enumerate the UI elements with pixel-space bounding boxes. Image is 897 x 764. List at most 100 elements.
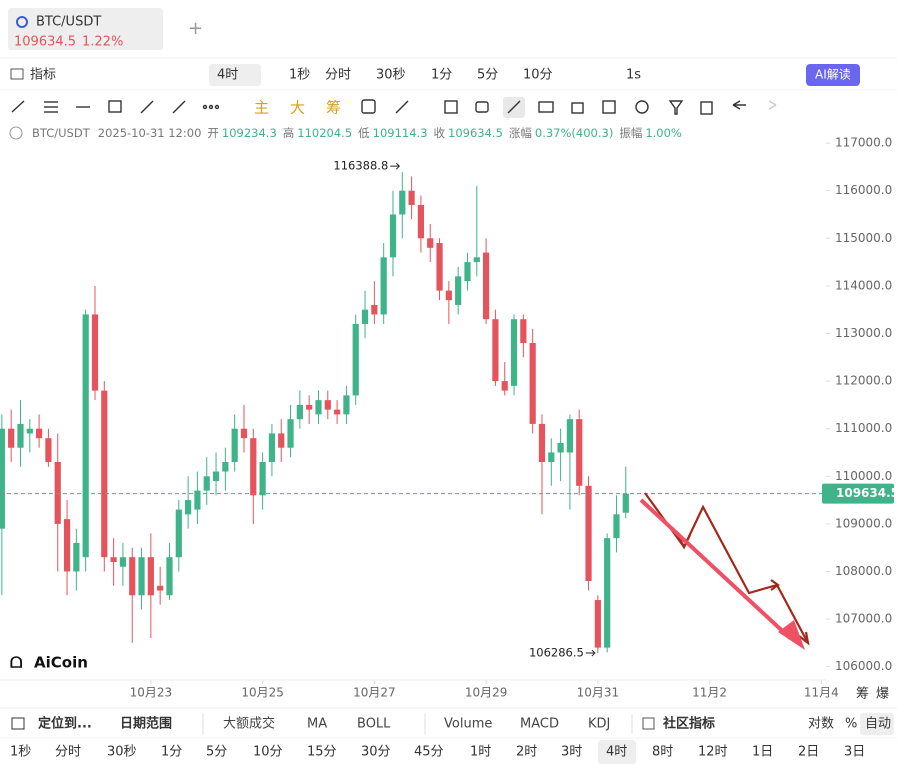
- candle-body: [222, 462, 229, 472]
- period-option[interactable]: 1分: [161, 745, 182, 760]
- hand-arrowhead: [677, 534, 810, 646]
- info-label: 高: [283, 126, 295, 140]
- indicator-option[interactable]: 大额成交: [223, 716, 275, 732]
- indicator-option[interactable]: MACD: [520, 717, 559, 732]
- period-option[interactable]: 4时: [606, 745, 627, 760]
- interval-option[interactable]: 5分: [477, 68, 498, 83]
- indicator-option[interactable]: Volume: [444, 717, 492, 732]
- candle-body: [492, 319, 499, 382]
- draw-tool: 主: [254, 99, 269, 117]
- candle-body: [110, 557, 117, 562]
- interval-option[interactable]: 10分: [523, 68, 553, 83]
- candle-body: [306, 404, 313, 410]
- period-option[interactable]: 2日: [798, 745, 819, 760]
- add-tab[interactable]: +: [188, 18, 203, 39]
- candle-body: [175, 509, 182, 558]
- collapse-icon[interactable]: [9, 126, 23, 140]
- period-option[interactable]: 12时: [698, 745, 728, 760]
- candle-body: [26, 428, 33, 434]
- axis-extra[interactable]: 爆: [876, 687, 889, 702]
- tab-icon: [16, 16, 28, 28]
- period-option[interactable]: 2时: [516, 745, 537, 760]
- info-bar: BTC/USDT 2025-10-31 12:00 开 109234.3 高 110204…: [32, 126, 682, 140]
- y-tick-label: 117000.0: [835, 136, 892, 150]
- logo-mark: ᗝ: [10, 654, 22, 672]
- auto-box[interactable]: [860, 713, 894, 735]
- indicator-button[interactable]: 指标: [30, 68, 56, 83]
- period-option[interactable]: 分时: [55, 745, 81, 760]
- y-tick-label: 111000.0: [835, 421, 892, 435]
- interval-option[interactable]: 1分: [431, 68, 452, 83]
- info-value: 0.37%(400.3): [535, 126, 613, 140]
- candle-body: [436, 243, 443, 291]
- period-option[interactable]: 8时: [652, 745, 673, 760]
- locate-button[interactable]: 定位到...: [37, 716, 92, 732]
- candle-body: [54, 462, 61, 524]
- candle-body: [278, 433, 285, 448]
- ai-box[interactable]: [806, 64, 860, 86]
- candle-body: [185, 500, 192, 515]
- period-option[interactable]: 3时: [561, 745, 582, 760]
- candle-body: [8, 428, 15, 448]
- min-label: 106286.5: [529, 646, 584, 660]
- symbol-tab[interactable]: [8, 8, 163, 50]
- interval-option[interactable]: 1秒: [289, 68, 310, 83]
- period-option[interactable]: 30分: [361, 745, 391, 760]
- axis-extra[interactable]: 筹: [856, 686, 869, 702]
- x-tick-label: 10月31: [577, 686, 620, 700]
- period-option[interactable]: 1秒: [10, 745, 31, 760]
- candle-body: [157, 585, 164, 591]
- speed[interactable]: 1s: [626, 68, 641, 83]
- indicator-option[interactable]: KDJ: [588, 717, 610, 732]
- period-option[interactable]: 1日: [752, 745, 773, 760]
- period-highlight: [598, 740, 636, 764]
- period-option[interactable]: 10分: [253, 745, 283, 760]
- info-value: 109634.5: [448, 126, 503, 140]
- candle-body: [417, 204, 425, 239]
- interval-button[interactable]: 4时: [217, 68, 238, 83]
- axis-option[interactable]: 对数: [808, 717, 834, 732]
- candle-body: [538, 423, 546, 463]
- period-option[interactable]: 5分: [206, 745, 227, 760]
- period-option[interactable]: 3日: [844, 745, 865, 760]
- trend-arrow: [639, 498, 792, 640]
- period-option[interactable]: 1时: [470, 745, 491, 760]
- candle-body: [380, 257, 387, 315]
- community-button[interactable]: 社区指标: [662, 716, 715, 732]
- info-value: 1.00%: [645, 126, 682, 140]
- candle-body: [371, 304, 378, 315]
- indicator-option[interactable]: MA: [307, 717, 327, 732]
- range-button[interactable]: 日期范围: [120, 716, 172, 732]
- candle-body: [585, 485, 592, 582]
- candle-body: [203, 476, 210, 491]
- y-tick-label: 110000.0: [835, 469, 892, 483]
- candle-body: [445, 290, 452, 301]
- info-value: 110204.5: [297, 126, 352, 140]
- max-label: 116388.8: [333, 159, 388, 173]
- candle-body: [129, 557, 136, 596]
- period-option[interactable]: 30秒: [107, 745, 137, 760]
- candle-body: [464, 262, 471, 282]
- interval-option[interactable]: 30秒: [376, 68, 406, 83]
- interval-box[interactable]: [209, 64, 261, 86]
- indicator-option[interactable]: BOLL: [357, 717, 391, 732]
- x-tick-label: 10月25: [241, 686, 284, 700]
- draw-icons: [11, 97, 777, 118]
- axis-option[interactable]: %: [845, 717, 857, 732]
- x-tick-label: 10月23: [130, 686, 173, 700]
- interval-option[interactable]: 分时: [325, 68, 351, 83]
- candle-body: [194, 490, 201, 510]
- axis-option[interactable]: 自动: [865, 717, 891, 732]
- candle-body: [483, 252, 490, 320]
- draw-tool: 筹: [326, 99, 341, 117]
- candle-body: [138, 557, 145, 596]
- period-option[interactable]: 15分: [307, 745, 337, 760]
- ai-button[interactable]: AI解读: [815, 68, 851, 82]
- period-option[interactable]: 45分: [414, 745, 444, 760]
- candle-body: [427, 238, 434, 248]
- candle-body: [408, 190, 415, 205]
- candle-body: [101, 390, 108, 558]
- candle-body: [389, 214, 397, 258]
